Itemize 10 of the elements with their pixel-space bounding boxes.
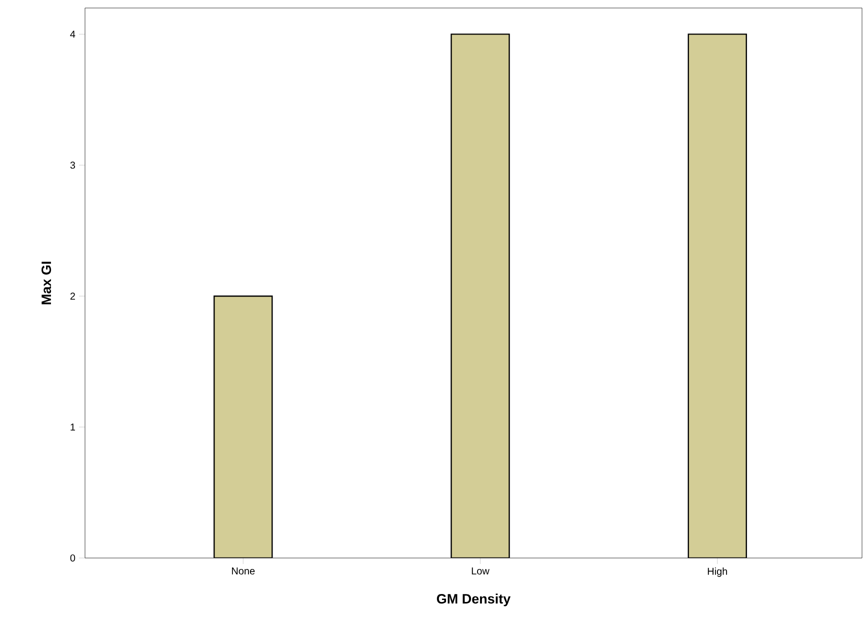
x-axis-title: GM Density [436,594,511,606]
y-tick-label: 2 [70,292,75,300]
y-tick-label: 4 [70,30,76,38]
x-tick-label: High [708,568,727,577]
y-tick-label: 1 [70,424,75,430]
x-tick-label: Low [472,568,490,574]
x-tick-label: None [232,568,255,574]
y-axis-title: Max GI [42,262,52,304]
y-tick-label: 3 [70,162,76,169]
y-tick-label: 0 [70,554,76,562]
